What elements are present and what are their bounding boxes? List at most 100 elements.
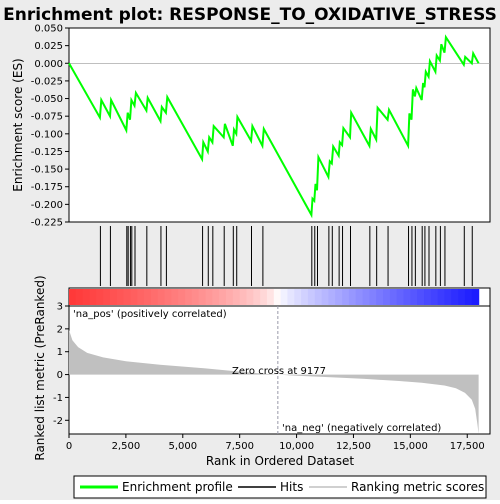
heat-segment	[307, 289, 316, 305]
heat-segment	[458, 289, 466, 305]
heat-segment	[383, 289, 391, 305]
heat-segment	[376, 289, 384, 305]
neg-correlated-label: 'na_neg' (negatively correlated)	[282, 423, 441, 434]
chart-title: Enrichment plot: RESPONSE_TO_OXIDATIVE_S…	[3, 5, 497, 25]
es-y-tick-label: -0.075	[31, 112, 63, 123]
heat-segment	[253, 289, 261, 305]
heat-segment	[212, 289, 220, 305]
heat-segment	[451, 289, 459, 305]
heat-segment	[355, 289, 364, 305]
heat-segment	[301, 289, 309, 305]
zero-cross-label: Zero cross at 9177	[232, 366, 326, 377]
heat-segment	[185, 289, 193, 305]
heat-segment	[266, 289, 275, 305]
es-y-tick-label: 0.050	[34, 24, 63, 35]
heat-segment	[396, 289, 405, 305]
legend-metric-label: Ranking metric scores	[351, 480, 484, 494]
x-tick-label: 5,000	[168, 441, 197, 452]
heat-segment	[226, 289, 234, 305]
heat-segment	[403, 289, 411, 305]
es-panel	[68, 27, 491, 223]
heat-segment	[239, 289, 248, 305]
heat-segment	[369, 289, 377, 305]
legend	[73, 475, 487, 499]
heat-segment	[103, 289, 111, 305]
heat-segment	[157, 289, 166, 305]
es-y-tick-label: 0.025	[34, 41, 63, 52]
rank-y-tick-label: 3	[57, 302, 63, 313]
heat-segment	[123, 289, 132, 305]
heat-segment	[410, 289, 418, 305]
heat-segment	[471, 289, 480, 305]
heat-segment	[348, 289, 357, 305]
rank-y-axis-label: Ranked list metric (PreRanked)	[33, 275, 47, 460]
heat-segment	[246, 289, 254, 305]
heat-segment	[191, 289, 200, 305]
rank-y-tick-label: 2	[57, 324, 63, 335]
rank-y-tick-label: 1	[57, 347, 63, 358]
x-tick-label: 7,500	[225, 441, 254, 452]
x-tick-label: 10,000	[279, 441, 314, 452]
x-tick-label: 12,500	[336, 441, 371, 452]
es-y-tick-label: -0.200	[31, 200, 63, 211]
heat-segment	[430, 289, 439, 305]
x-tick-label: 2,500	[112, 441, 141, 452]
es-y-tick-label: -0.125	[31, 147, 63, 158]
es-y-axis-label: Enrichment score (ES)	[11, 58, 25, 191]
ranking-heat-bar	[69, 289, 480, 305]
heat-segment	[232, 289, 241, 305]
pos-correlated-label: 'na_pos' (positively correlated)	[73, 309, 227, 320]
heat-segment	[444, 289, 452, 305]
legend-hits-label: Hits	[280, 480, 303, 494]
heat-segment	[205, 289, 213, 305]
heat-segment	[273, 289, 282, 305]
heat-segment	[198, 289, 207, 305]
heat-segment	[219, 289, 227, 305]
x-axis-label: Rank in Ordered Dataset	[206, 454, 354, 468]
enrichment-profile-line	[68, 34, 480, 219]
heat-segment	[178, 289, 186, 305]
heat-segment	[342, 289, 350, 305]
heat-segment	[82, 289, 91, 305]
rank-y-tick-label: -1	[53, 393, 63, 404]
rank-y-tick-label: -2	[53, 416, 63, 427]
x-tick-label: 0	[66, 441, 72, 452]
heat-segment	[109, 289, 118, 305]
heat-segment	[116, 289, 125, 305]
heat-segment	[321, 289, 330, 305]
es-y-tick-label: -0.225	[31, 218, 63, 229]
x-tick-label: 15,000	[393, 441, 428, 452]
heat-segment	[171, 289, 179, 305]
es-y-tick-label: -0.175	[31, 182, 63, 193]
heat-segment	[75, 289, 84, 305]
heat-segment	[287, 289, 295, 305]
heat-segment	[89, 289, 97, 305]
es-y-tick-label: -0.150	[31, 165, 63, 176]
rank-y-tick-label: 0	[57, 370, 63, 381]
heat-segment	[137, 289, 145, 305]
x-tick-label: 17,500	[450, 441, 485, 452]
heat-segment	[328, 289, 336, 305]
es-y-tick-label: -0.050	[31, 94, 63, 105]
heat-segment	[260, 289, 268, 305]
es-y-axis: 0.050 0.025 0.000 -0.025 -0.050 -0.075 -0.100 -…	[31, 24, 69, 229]
es-y-tick-label: 0.000	[34, 59, 63, 70]
heat-segment	[424, 289, 432, 305]
heat-segment	[389, 289, 398, 305]
es-y-tick-label: -0.100	[31, 129, 63, 140]
heat-segment	[464, 289, 473, 305]
heat-segment	[362, 289, 370, 305]
heat-segment	[294, 289, 302, 305]
rank-y-axis: 3 2 1 0 -1 -2	[53, 302, 69, 427]
heat-segment	[150, 289, 159, 305]
heat-segment	[437, 289, 446, 305]
heat-segment	[96, 289, 104, 305]
heat-segment	[144, 289, 152, 305]
heat-segment	[69, 289, 77, 305]
heat-segment	[130, 289, 138, 305]
legend-profile-label: Enrichment profile	[122, 480, 233, 494]
heat-segment	[417, 289, 425, 305]
es-y-tick-label: -0.025	[31, 76, 63, 87]
